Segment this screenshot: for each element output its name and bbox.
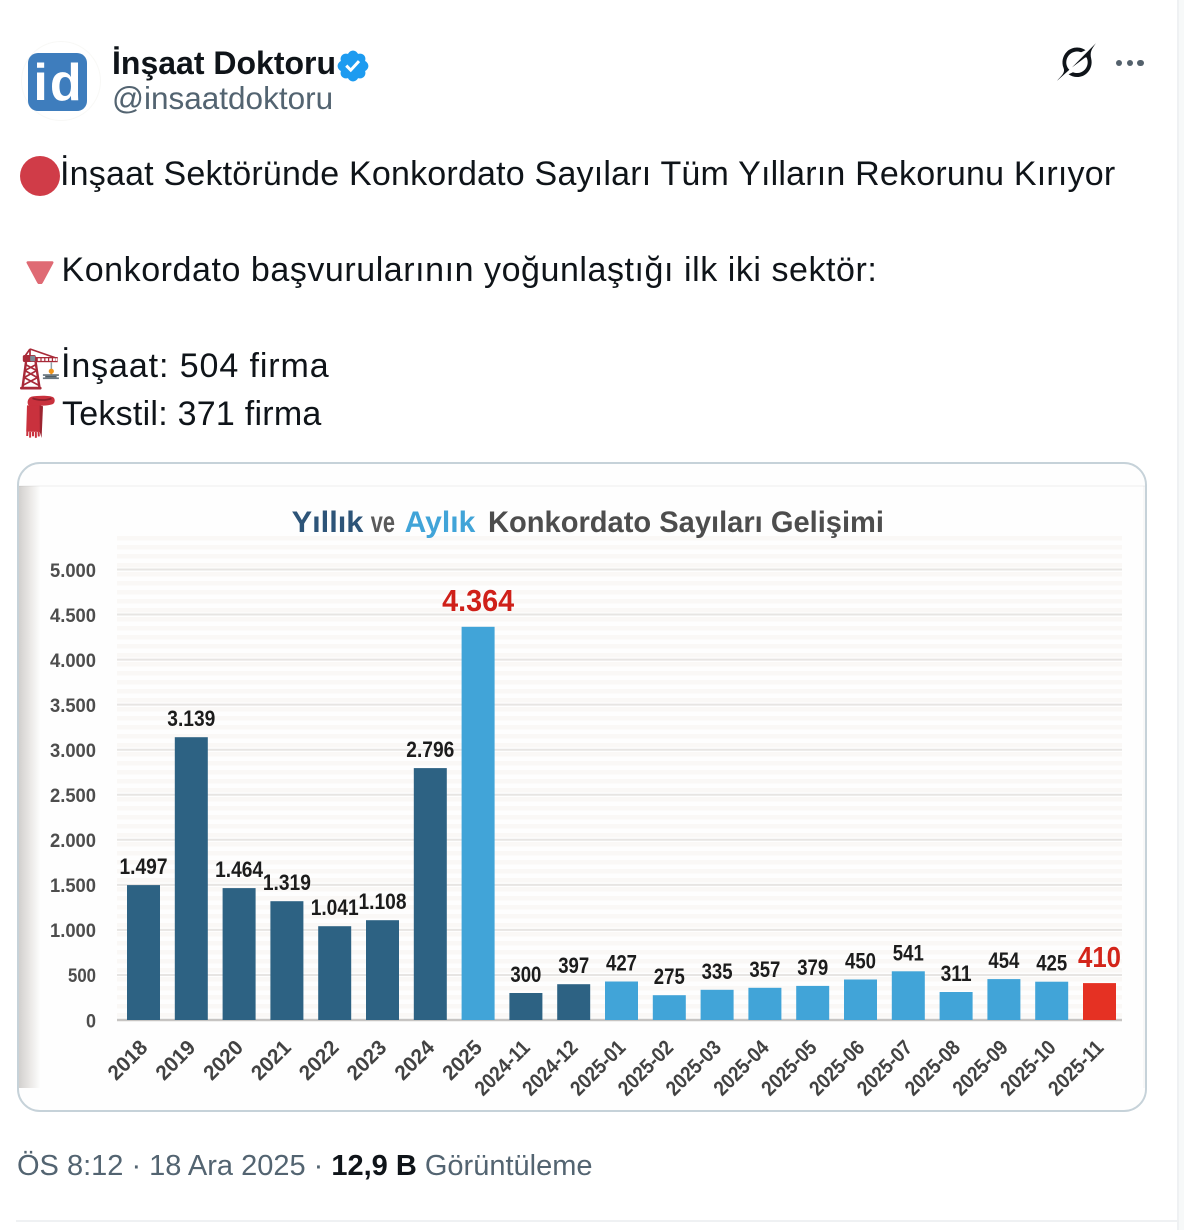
svg-text:300: 300 (510, 962, 541, 987)
svg-text:454: 454 (988, 948, 1020, 973)
svg-text:1.108: 1.108 (359, 889, 407, 914)
svg-text:311: 311 (941, 961, 972, 986)
svg-text:2.000: 2.000 (50, 831, 96, 852)
svg-text:2.500: 2.500 (50, 786, 96, 807)
svg-text:357: 357 (749, 957, 780, 982)
svg-text:1.464: 1.464 (215, 857, 264, 882)
svg-text:335: 335 (702, 959, 733, 984)
svg-text:Aylık: Aylık (405, 506, 476, 539)
svg-text:425: 425 (1036, 951, 1067, 976)
svg-text:4.364: 4.364 (442, 583, 515, 618)
svg-text:3.139: 3.139 (167, 706, 215, 731)
svg-text:Konkordato Sayıları Gelişimi: Konkordato Sayıları Gelişimi (488, 506, 884, 539)
svg-text:ve: ve (371, 506, 395, 539)
svg-text:3.000: 3.000 (50, 741, 96, 762)
svg-text:450: 450 (845, 949, 876, 974)
svg-text:4.500: 4.500 (50, 606, 96, 627)
svg-text:275: 275 (654, 964, 685, 989)
svg-text:541: 541 (893, 940, 924, 965)
svg-text:Yıllık: Yıllık (292, 506, 364, 539)
svg-text:1.500: 1.500 (50, 876, 96, 897)
svg-text:500: 500 (68, 966, 96, 987)
svg-text:379: 379 (797, 955, 828, 980)
svg-text:5.000: 5.000 (50, 561, 96, 582)
svg-text:397: 397 (558, 953, 589, 978)
svg-text:1.041: 1.041 (311, 895, 359, 920)
svg-text:1.497: 1.497 (120, 854, 168, 879)
svg-text:4.000: 4.000 (50, 651, 96, 672)
svg-text:1.000: 1.000 (50, 921, 96, 942)
svg-text:427: 427 (606, 951, 637, 976)
svg-text:2.796: 2.796 (406, 737, 454, 762)
svg-text:1.319: 1.319 (263, 870, 311, 895)
svg-text:3.500: 3.500 (50, 696, 96, 717)
svg-text:0: 0 (86, 1011, 96, 1032)
svg-text:410: 410 (1078, 942, 1121, 974)
